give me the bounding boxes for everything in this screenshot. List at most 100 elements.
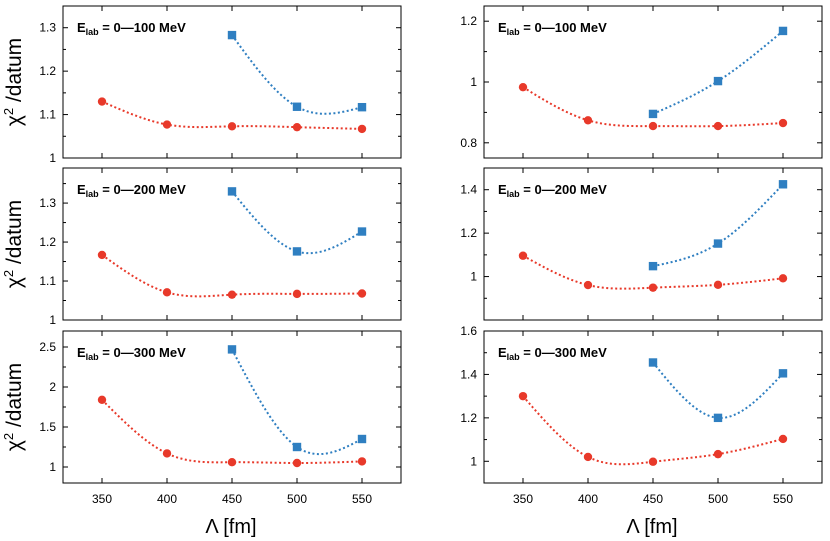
data-point-square (713, 413, 723, 423)
data-point-square (778, 180, 788, 189)
data-point-circle (227, 122, 237, 131)
data-point-circle (648, 121, 658, 131)
series-line-red-circles (101, 100, 363, 130)
series-line-red-circles (522, 395, 784, 466)
x-tick-label: 350 (92, 492, 112, 506)
y-tick-label: 1 (49, 460, 56, 474)
data-point-square (227, 187, 237, 196)
x-tick-label: 450 (222, 492, 242, 506)
series-line-red-circles (101, 254, 363, 298)
data-point-circle (713, 449, 723, 459)
y-tick-label: 1.6 (460, 324, 477, 338)
data-point-circle (227, 290, 237, 299)
y-tick-label: 1.2 (460, 226, 477, 240)
y-tick-label: 1.1 (39, 274, 56, 288)
panels: 1 1.1 1.2 1.3 Elab = 0—100 MeV 0.8 1 1.2 Elab = … (39, 5, 823, 506)
series-line-blue-squares (231, 348, 363, 456)
x-tick-label: 400 (157, 492, 177, 506)
data-point-square (778, 26, 788, 36)
panel-top-right: 0.8 1 1.2 Elab = 0—100 MeV (460, 5, 823, 159)
panel-energy-label: Elab = 0—100 MeV (498, 20, 607, 37)
data-point-circle (162, 449, 172, 458)
data-point-circle (583, 452, 593, 462)
series-line-blue-squares (652, 183, 784, 268)
y-tick-label: 1.2 (39, 235, 56, 249)
y-tick-label: 1.1 (39, 108, 56, 122)
data-point-square (357, 227, 367, 236)
x-tick-label: 500 (287, 492, 307, 506)
data-point-circle (713, 280, 723, 290)
data-point-circle (292, 458, 302, 468)
x-axis-label-right: Λ [fm] (626, 516, 677, 538)
y-axis-label-row3: χ2 /datum (1, 363, 26, 451)
data-point-circle (357, 124, 367, 134)
x-tick-label: 550 (352, 492, 372, 506)
data-point-square (357, 102, 367, 112)
data-point-square (292, 442, 302, 452)
data-point-circle (97, 97, 107, 106)
x-tick-label: 500 (708, 492, 728, 506)
y-tick-label: 1.2 (460, 411, 477, 425)
panel-energy-label: Elab = 0—300 MeV (498, 345, 607, 362)
data-point-square (648, 358, 658, 367)
y-tick-label: 0.8 (460, 136, 477, 150)
data-point-square (357, 434, 367, 444)
y-tick-label: 1 (49, 313, 56, 327)
y-tick-label: 1 (470, 75, 477, 89)
data-point-circle (357, 289, 367, 298)
y-tick-label: 1.3 (39, 21, 56, 35)
x-tick-label: 400 (578, 492, 598, 506)
data-point-circle (778, 118, 788, 128)
y-axis-label-row2: χ2 /datum (1, 200, 26, 288)
data-point-circle (357, 457, 367, 466)
data-point-circle (778, 274, 788, 283)
panel-energy-label: Elab = 0—100 MeV (77, 20, 186, 37)
data-point-square (227, 30, 237, 40)
y-tick-label: 1.2 (460, 14, 477, 28)
data-point-square (778, 369, 788, 378)
data-point-circle (518, 391, 528, 401)
y-tick-label: 1 (470, 270, 477, 284)
data-point-circle (518, 251, 528, 260)
panel-bottom-left: 350 400 450 500 550 1 1.5 2 2.5 Elab = 0—300 MeV (39, 330, 402, 506)
y-tick-label: 1.4 (460, 367, 477, 381)
y-tick-label: 1.4 (460, 183, 477, 197)
series-line-red-circles (522, 86, 784, 128)
x-axis-label-left: Λ [fm] (205, 516, 256, 538)
data-point-square (713, 239, 723, 248)
y-tick-label: 2.5 (39, 340, 56, 354)
panel-energy-label: Elab = 0—300 MeV (77, 345, 186, 362)
y-tick-label: 1 (470, 454, 477, 468)
data-point-circle (292, 289, 302, 299)
data-point-circle (292, 122, 302, 132)
data-point-circle (648, 283, 658, 292)
y-axis-label-row1: χ2 /datum (1, 38, 26, 126)
panel-bottom-right: 350 400 450 500 550 1 1.2 1.4 1.6 Elab = 0—300 Me… (460, 324, 823, 506)
y-tick-label: 1 (49, 151, 56, 165)
series-line-red-circles (101, 399, 363, 464)
data-point-square (648, 109, 658, 119)
y-tick-label: 1.3 (39, 196, 56, 210)
panel-middle-right: 1 1.2 1.4 Elab = 0—200 MeV (460, 167, 823, 321)
panel-energy-label: Elab = 0—200 MeV (77, 182, 186, 199)
data-point-circle (583, 280, 593, 290)
panel-energy-label: Elab = 0—200 MeV (498, 182, 607, 199)
x-tick-label: 450 (643, 492, 663, 506)
data-point-circle (518, 82, 528, 92)
panel-middle-left: 1 1.1 1.2 1.3 Elab = 0—200 MeV (39, 167, 402, 327)
x-tick-label: 550 (773, 492, 793, 506)
data-point-circle (162, 288, 172, 297)
y-tick-label: 1.2 (39, 64, 56, 78)
data-point-circle (583, 116, 593, 125)
data-point-circle (97, 395, 107, 404)
data-point-square (713, 76, 723, 86)
data-point-circle (227, 458, 237, 467)
data-point-circle (97, 250, 107, 260)
data-point-circle (778, 434, 788, 444)
x-tick-label: 350 (513, 492, 533, 506)
data-point-square (648, 261, 658, 271)
series-line-blue-squares (652, 361, 784, 419)
series-line-blue-squares (231, 190, 363, 255)
data-point-square (227, 345, 237, 354)
